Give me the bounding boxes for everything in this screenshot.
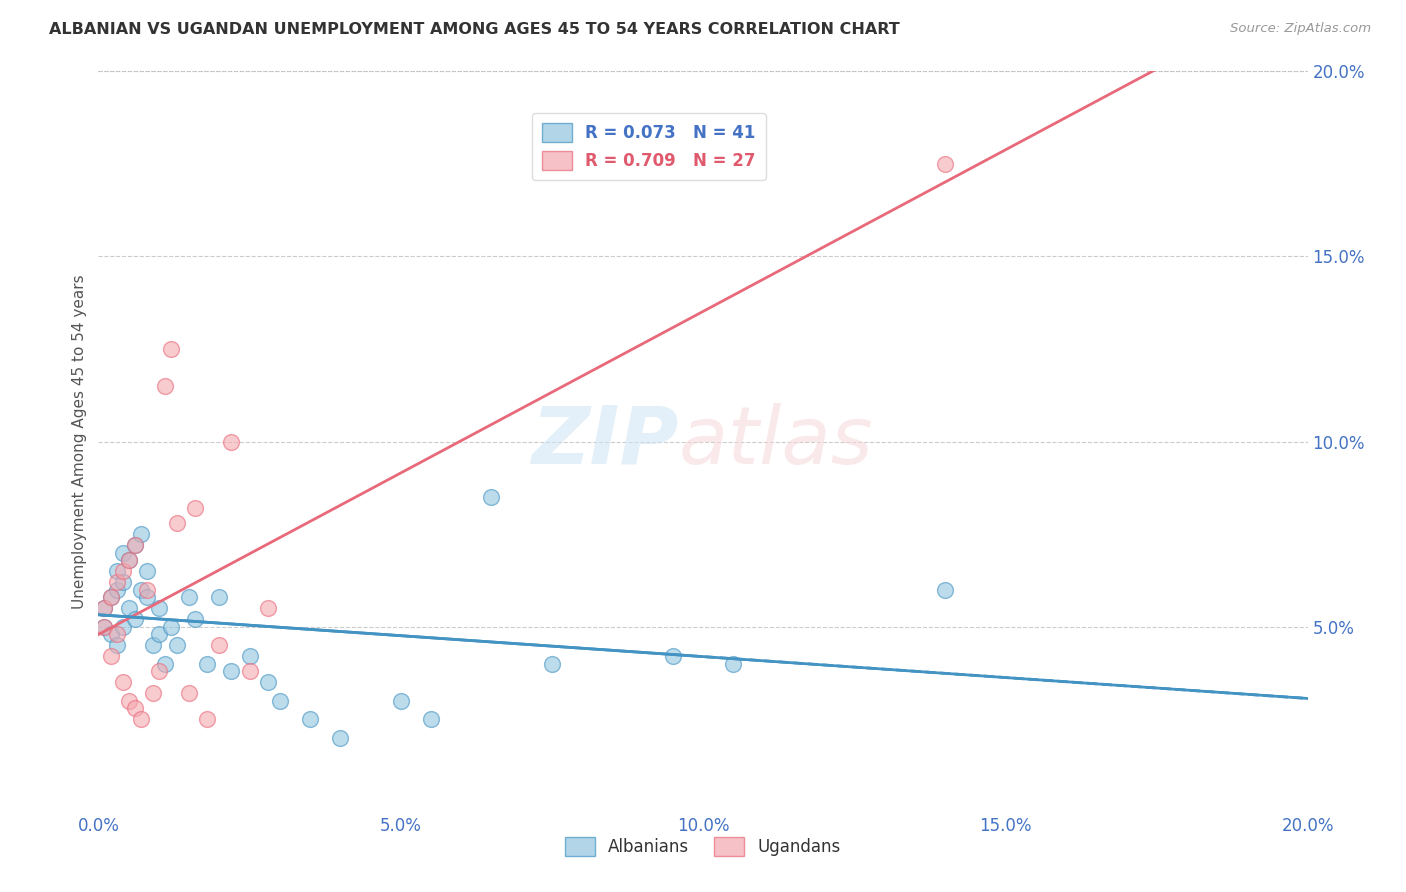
Point xyxy=(129,582,152,597)
Point xyxy=(221,664,243,678)
Point xyxy=(93,619,115,633)
Point xyxy=(135,564,157,578)
Point xyxy=(269,694,291,708)
Point xyxy=(129,527,152,541)
Point xyxy=(481,490,503,504)
Point xyxy=(124,612,146,626)
Point xyxy=(420,712,443,726)
Point xyxy=(142,686,165,700)
Point xyxy=(329,731,352,745)
Point xyxy=(142,638,165,652)
Y-axis label: Unemployment Among Ages 45 to 54 years: Unemployment Among Ages 45 to 54 years xyxy=(72,274,87,609)
Point xyxy=(184,501,207,516)
Point xyxy=(160,342,183,356)
Point xyxy=(148,664,170,678)
Point xyxy=(256,675,278,690)
Point xyxy=(124,538,146,552)
Point xyxy=(105,582,128,597)
Point xyxy=(100,649,122,664)
Point xyxy=(93,619,115,633)
Point xyxy=(129,712,152,726)
Point xyxy=(135,582,157,597)
Point xyxy=(540,657,562,671)
Legend: Albanians, Ugandans: Albanians, Ugandans xyxy=(558,830,848,863)
Point xyxy=(239,664,262,678)
Point xyxy=(100,590,122,604)
Point xyxy=(195,657,218,671)
Point xyxy=(184,612,207,626)
Point xyxy=(105,638,128,652)
Point xyxy=(135,590,157,604)
Point xyxy=(166,516,188,530)
Text: ALBANIAN VS UGANDAN UNEMPLOYMENT AMONG AGES 45 TO 54 YEARS CORRELATION CHART: ALBANIAN VS UGANDAN UNEMPLOYMENT AMONG A… xyxy=(49,22,900,37)
Point xyxy=(105,627,128,641)
Point xyxy=(166,638,188,652)
Point xyxy=(160,619,183,633)
Point xyxy=(118,694,141,708)
Point xyxy=(111,545,134,560)
Point xyxy=(93,601,115,615)
Point xyxy=(148,601,170,615)
Text: ZIP: ZIP xyxy=(531,402,679,481)
Point xyxy=(195,712,218,726)
Point xyxy=(111,619,134,633)
Point xyxy=(179,686,201,700)
Point xyxy=(100,590,122,604)
Point xyxy=(299,712,322,726)
Point xyxy=(111,575,134,590)
Point xyxy=(179,590,201,604)
Point xyxy=(208,590,231,604)
Point xyxy=(389,694,412,708)
Point xyxy=(723,657,745,671)
Point xyxy=(105,575,128,590)
Point xyxy=(124,701,146,715)
Point xyxy=(105,564,128,578)
Point xyxy=(934,157,956,171)
Text: atlas: atlas xyxy=(679,402,873,481)
Point xyxy=(118,553,141,567)
Point xyxy=(118,553,141,567)
Point xyxy=(148,627,170,641)
Point xyxy=(661,649,683,664)
Point xyxy=(208,638,231,652)
Text: Source: ZipAtlas.com: Source: ZipAtlas.com xyxy=(1230,22,1371,36)
Point xyxy=(118,601,141,615)
Point xyxy=(124,538,146,552)
Point xyxy=(153,657,176,671)
Point xyxy=(934,582,956,597)
Point xyxy=(111,675,134,690)
Point xyxy=(239,649,262,664)
Point xyxy=(100,627,122,641)
Point xyxy=(111,564,134,578)
Point xyxy=(93,601,115,615)
Point xyxy=(221,434,243,449)
Point xyxy=(153,379,176,393)
Point xyxy=(256,601,278,615)
